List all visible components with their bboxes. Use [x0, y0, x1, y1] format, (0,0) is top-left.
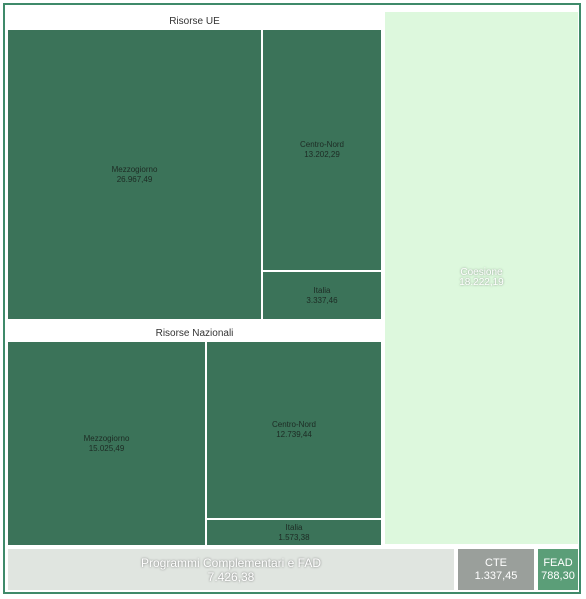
cell-value: 18.222,19 [459, 277, 504, 288]
cell-label: Centro-Nord [271, 420, 316, 429]
cell-value: 15.025,49 [88, 443, 125, 453]
cell-value: 1.573,38 [278, 532, 310, 542]
cell-label: Coesione [460, 267, 503, 278]
cell-label: Centro-Nord [299, 140, 344, 149]
treemap-cell-programmi-complementari[interactable]: Programmi Complementari e FAD 7.426,38 [8, 549, 454, 590]
cell-value: 13.202,29 [304, 150, 340, 159]
cell-value: 1.337,45 [474, 569, 518, 582]
cell-label: Mezzogiorno [111, 164, 158, 174]
cell-label: Italia [313, 285, 331, 295]
treemap-cell-fead[interactable]: FEAD 788,30 [538, 549, 578, 590]
group-header-risorse-ue: Risorse UE [169, 16, 220, 27]
treemap-cell-ue-centro-nord[interactable]: Centro-Nord 13.202,29 [263, 30, 381, 270]
cell-value: 7.426,38 [207, 569, 255, 584]
treemap-cell-coesione[interactable]: Coesione 18.222,19 [385, 12, 578, 544]
cell-value: 12.739,44 [276, 430, 312, 439]
treemap-cell-naz-centro-nord[interactable]: Centro-Nord 12.739,44 [207, 342, 381, 518]
cell-label: FEAD [543, 556, 573, 569]
treemap-cell-ue-italia[interactable]: Italia 3.337,46 [263, 272, 381, 319]
cell-value: 3.337,46 [306, 295, 338, 305]
cell-label: Programmi Complementari e FAD [140, 555, 322, 570]
treemap-cell-naz-italia[interactable]: Italia 1.573,38 [207, 520, 381, 545]
treemap-cell-naz-mezzogiorno[interactable]: Mezzogiorno 15.025,49 [8, 342, 205, 545]
cell-label: Mezzogiorno [83, 433, 130, 443]
group-header-risorse-nazionali: Risorse Nazionali [155, 328, 234, 339]
cell-value: 788,30 [541, 569, 575, 582]
treemap-cell-cte[interactable]: CTE 1.337,45 [458, 549, 534, 590]
treemap-cell-ue-mezzogiorno[interactable]: Mezzogiorno 26.967,49 [8, 30, 261, 319]
treemap-frame: Risorse UE Mezzogiorno 26.967,49 Centro-… [3, 3, 581, 594]
cell-value: 26.967,49 [116, 174, 153, 184]
cell-label: Italia [285, 522, 303, 532]
cell-label: CTE [485, 556, 507, 569]
